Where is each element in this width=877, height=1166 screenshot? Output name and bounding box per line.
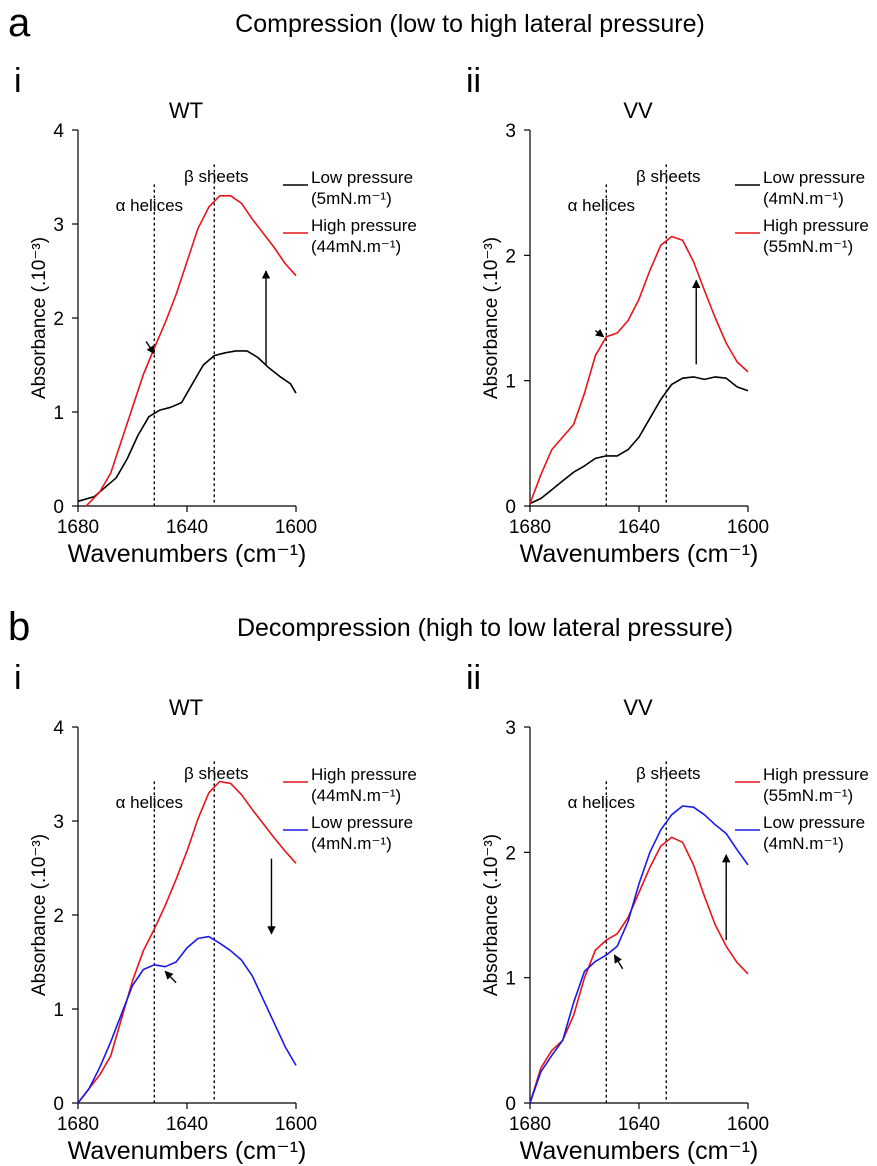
panel-label: i	[14, 659, 22, 697]
x-tick-label: 1680	[57, 517, 99, 538]
x-tick-label: 1640	[618, 517, 660, 538]
panel-label: i	[14, 62, 22, 100]
panel-label: ii	[466, 659, 481, 697]
x-tick-label: 1640	[166, 517, 208, 538]
y-tick-label: 3	[53, 215, 64, 236]
y-axis-title: Absorbance (.10⁻³)	[481, 237, 502, 399]
x-axis-title: Wavenumbers (cm⁻¹)	[68, 1137, 307, 1165]
y-tick-label: 3	[505, 718, 516, 739]
beta-sheets-label: β sheets	[184, 167, 249, 186]
legend-label: High pressure	[311, 765, 417, 784]
alpha-helices-label: α helices	[568, 196, 635, 215]
beta-sheets-label: β sheets	[636, 167, 701, 186]
x-tick-label: 1640	[166, 1114, 208, 1135]
alpha-helices-label: α helices	[116, 196, 183, 215]
series-line-1	[77, 350, 297, 503]
pointer-arrow	[164, 970, 177, 984]
y-tick-label: 1	[505, 372, 516, 393]
x-tick-label: 1600	[727, 1114, 769, 1135]
legend-label: Low pressure	[311, 813, 413, 832]
panel-title: WT	[169, 98, 203, 123]
y-tick-label: 2	[53, 309, 64, 330]
section-b-title: Decompression (high to low lateral press…	[237, 614, 733, 642]
panel-title: VV	[623, 695, 653, 720]
pointer-arrow	[145, 341, 155, 355]
legend-label: High pressure	[311, 216, 417, 235]
legend-label: (55mN.m⁻¹)	[763, 786, 853, 805]
x-tick-label: 1600	[275, 517, 317, 538]
series-line-2	[529, 235, 749, 504]
section-a-title: Compression (low to high lateral pressur…	[235, 10, 705, 38]
legend-label: High pressure	[763, 765, 869, 784]
y-tick-label: 1	[53, 403, 64, 424]
legend-label: Low pressure	[763, 168, 865, 187]
x-axis-title: Wavenumbers (cm⁻¹)	[68, 540, 307, 568]
legend-label: (4mN.m⁻¹)	[763, 189, 844, 208]
series-line-1	[529, 836, 749, 1104]
beta-sheets-label: β sheets	[184, 764, 249, 783]
section-b-letter: b	[8, 605, 30, 649]
beta-sheets-label: β sheets	[636, 764, 701, 783]
y-tick-label: 0	[53, 1094, 64, 1115]
series-line-2	[85, 195, 297, 507]
y-axis-title: Absorbance (.10⁻³)	[29, 237, 50, 399]
y-tick-label: 2	[505, 843, 516, 864]
y-axis-title: Absorbance (.10⁻³)	[29, 834, 50, 996]
y-tick-label: 0	[505, 497, 516, 518]
y-axis-title: Absorbance (.10⁻³)	[481, 834, 502, 996]
panel-title: VV	[623, 98, 653, 123]
section-a-letter: a	[8, 1, 31, 45]
legend-label: (4mN.m⁻¹)	[763, 834, 844, 853]
x-tick-label: 1680	[509, 517, 551, 538]
x-axis-title: Wavenumbers (cm⁻¹)	[520, 1137, 759, 1165]
panel-label: ii	[466, 62, 481, 100]
legend-label: (44mN.m⁻¹)	[311, 786, 401, 805]
x-tick-label: 1600	[727, 517, 769, 538]
x-tick-label: 1680	[57, 1114, 99, 1135]
legend-label: Low pressure	[311, 168, 413, 187]
x-axis-title: Wavenumbers (cm⁻¹)	[520, 540, 759, 568]
legend-label: High pressure	[763, 216, 869, 235]
alpha-helices-label: α helices	[568, 793, 635, 812]
y-tick-label: 4	[53, 718, 64, 739]
y-tick-label: 0	[505, 1094, 516, 1115]
legend-label: (55mN.m⁻¹)	[763, 237, 853, 256]
legend-label: (4mN.m⁻¹)	[311, 834, 392, 853]
y-tick-label: 3	[505, 121, 516, 142]
x-tick-label: 1600	[275, 1114, 317, 1135]
legend-label: (5mN.m⁻¹)	[311, 189, 392, 208]
legend-label: (44mN.m⁻¹)	[311, 237, 401, 256]
legend-label: Low pressure	[763, 813, 865, 832]
x-tick-label: 1680	[509, 1114, 551, 1135]
y-tick-label: 3	[53, 812, 64, 833]
series-line-2	[77, 935, 297, 1104]
panel-title: WT	[169, 695, 203, 720]
y-tick-label: 4	[53, 121, 64, 142]
y-tick-label: 1	[505, 969, 516, 990]
alpha-helices-label: α helices	[116, 793, 183, 812]
series-line-2	[529, 805, 749, 1104]
pointer-arrow	[594, 328, 605, 338]
series-line-1	[77, 780, 297, 1104]
pointer-arrow	[613, 954, 624, 970]
y-tick-label: 1	[53, 1000, 64, 1021]
y-tick-label: 2	[505, 246, 516, 267]
y-tick-label: 0	[53, 497, 64, 518]
x-tick-label: 1640	[618, 1114, 660, 1135]
series-line-1	[529, 376, 749, 505]
y-tick-label: 2	[53, 906, 64, 927]
